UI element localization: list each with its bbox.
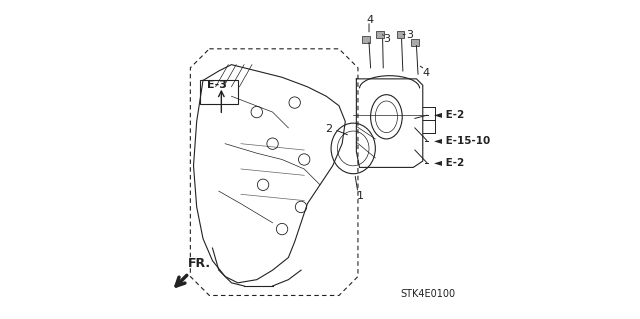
Text: ◄ E-2: ◄ E-2 — [435, 158, 465, 168]
FancyBboxPatch shape — [411, 39, 419, 46]
Text: 4: 4 — [423, 68, 430, 78]
Text: STK4E0100: STK4E0100 — [400, 289, 455, 299]
Text: 4: 4 — [367, 15, 374, 26]
Text: 2: 2 — [325, 124, 332, 135]
FancyBboxPatch shape — [397, 31, 404, 38]
Text: E-3: E-3 — [207, 80, 227, 90]
Text: FR.: FR. — [188, 257, 211, 270]
Text: 3: 3 — [406, 30, 413, 40]
Text: ◄ E-15-10: ◄ E-15-10 — [435, 136, 491, 145]
FancyBboxPatch shape — [376, 31, 384, 38]
Text: ◄ E-2: ◄ E-2 — [435, 110, 465, 120]
Text: 1: 1 — [357, 191, 364, 201]
Text: 3: 3 — [383, 34, 390, 44]
FancyBboxPatch shape — [362, 35, 370, 43]
